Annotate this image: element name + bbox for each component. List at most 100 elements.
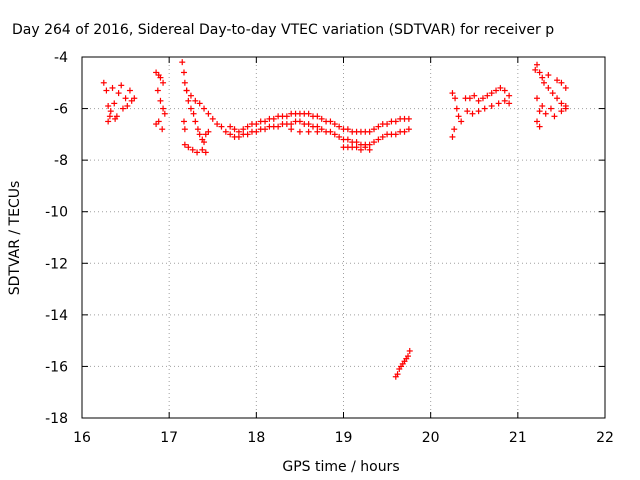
data-point bbox=[318, 126, 325, 133]
data-point bbox=[185, 97, 192, 104]
data-point bbox=[314, 113, 321, 120]
x-tick-label: 18 bbox=[247, 430, 265, 446]
data-point bbox=[180, 118, 187, 125]
data-point bbox=[314, 128, 321, 135]
data-point bbox=[392, 131, 399, 138]
data-point bbox=[131, 95, 138, 102]
data-point bbox=[105, 118, 112, 125]
data-point bbox=[453, 105, 460, 112]
data-point bbox=[366, 146, 373, 153]
data-point bbox=[392, 118, 399, 125]
data-point bbox=[452, 95, 459, 102]
data-point bbox=[464, 108, 471, 115]
data-point bbox=[394, 371, 401, 378]
data-point bbox=[495, 100, 502, 107]
data-point bbox=[545, 84, 552, 91]
data-point bbox=[493, 87, 500, 94]
data-point bbox=[205, 110, 212, 117]
x-tick-label: 21 bbox=[509, 430, 527, 446]
data-point bbox=[118, 82, 125, 89]
data-point bbox=[183, 87, 190, 94]
data-point bbox=[192, 118, 199, 125]
data-point bbox=[235, 133, 242, 140]
x-axis-label: GPS time / hours bbox=[282, 459, 399, 475]
data-point bbox=[288, 126, 295, 133]
data-point bbox=[449, 90, 456, 97]
x-tick-label: 20 bbox=[422, 430, 440, 446]
data-point bbox=[344, 126, 351, 133]
data-point bbox=[222, 128, 229, 135]
data-point bbox=[545, 72, 552, 79]
data-point bbox=[192, 97, 199, 104]
data-point bbox=[362, 144, 369, 151]
x-tick-label: 19 bbox=[335, 430, 353, 446]
data-point bbox=[194, 149, 201, 156]
data-point bbox=[218, 123, 225, 130]
data-point bbox=[270, 115, 277, 122]
y-tick-label: -10 bbox=[45, 205, 68, 221]
data-point bbox=[262, 118, 269, 125]
data-point bbox=[405, 126, 412, 133]
data-point bbox=[214, 121, 221, 128]
data-point bbox=[201, 139, 208, 146]
data-point bbox=[160, 105, 167, 112]
data-point bbox=[554, 77, 561, 84]
data-point bbox=[209, 115, 216, 122]
data-point bbox=[288, 121, 295, 128]
y-tick-label: -6 bbox=[54, 102, 68, 118]
y-tick-label: -18 bbox=[45, 411, 68, 427]
data-point bbox=[539, 102, 546, 109]
data-point bbox=[105, 102, 112, 109]
data-point bbox=[327, 128, 334, 135]
data-point bbox=[227, 131, 234, 138]
data-point bbox=[475, 108, 482, 115]
data-point bbox=[107, 108, 114, 115]
data-point bbox=[100, 79, 107, 86]
data-point bbox=[534, 95, 541, 102]
data-point bbox=[185, 144, 192, 151]
y-tick-label: -14 bbox=[45, 308, 68, 324]
data-point bbox=[469, 110, 476, 117]
data-point bbox=[405, 353, 412, 360]
data-point bbox=[479, 95, 486, 102]
data-point bbox=[471, 92, 478, 99]
data-point bbox=[196, 131, 203, 138]
data-point bbox=[240, 126, 247, 133]
data-point bbox=[244, 131, 251, 138]
data-point bbox=[181, 126, 188, 133]
data-point bbox=[201, 105, 208, 112]
data-point bbox=[331, 131, 338, 138]
data-point bbox=[536, 69, 543, 76]
data-point bbox=[542, 110, 549, 117]
data-point bbox=[558, 100, 565, 107]
data-point bbox=[506, 100, 513, 107]
y-tick-label: -4 bbox=[54, 50, 68, 66]
data-point bbox=[534, 61, 541, 68]
data-point bbox=[532, 66, 539, 73]
data-point bbox=[115, 90, 122, 97]
data-point bbox=[275, 123, 282, 130]
y-axis-label: SDTVAR / TECUs bbox=[7, 181, 23, 296]
data-point bbox=[536, 108, 543, 115]
data-point bbox=[458, 118, 465, 125]
data-point bbox=[196, 100, 203, 107]
data-point bbox=[161, 110, 168, 117]
data-point bbox=[244, 123, 251, 130]
data-point bbox=[549, 90, 556, 97]
data-point bbox=[357, 146, 364, 153]
data-point bbox=[562, 84, 569, 91]
data-point bbox=[159, 126, 166, 133]
data-point bbox=[327, 118, 334, 125]
data-point bbox=[366, 141, 373, 148]
data-point bbox=[235, 128, 242, 135]
data-point bbox=[122, 95, 129, 102]
data-point bbox=[551, 113, 558, 120]
data-series bbox=[100, 59, 569, 380]
data-point bbox=[190, 110, 197, 117]
data-point bbox=[157, 74, 164, 81]
y-axis-ticks: -4 -6 -8 -10 -12 -14 -16 -18 bbox=[45, 50, 605, 427]
chart-title: Day 264 of 2016, Sidereal Day-to-day VTE… bbox=[12, 22, 554, 38]
data-point bbox=[475, 97, 482, 104]
data-point bbox=[112, 115, 119, 122]
